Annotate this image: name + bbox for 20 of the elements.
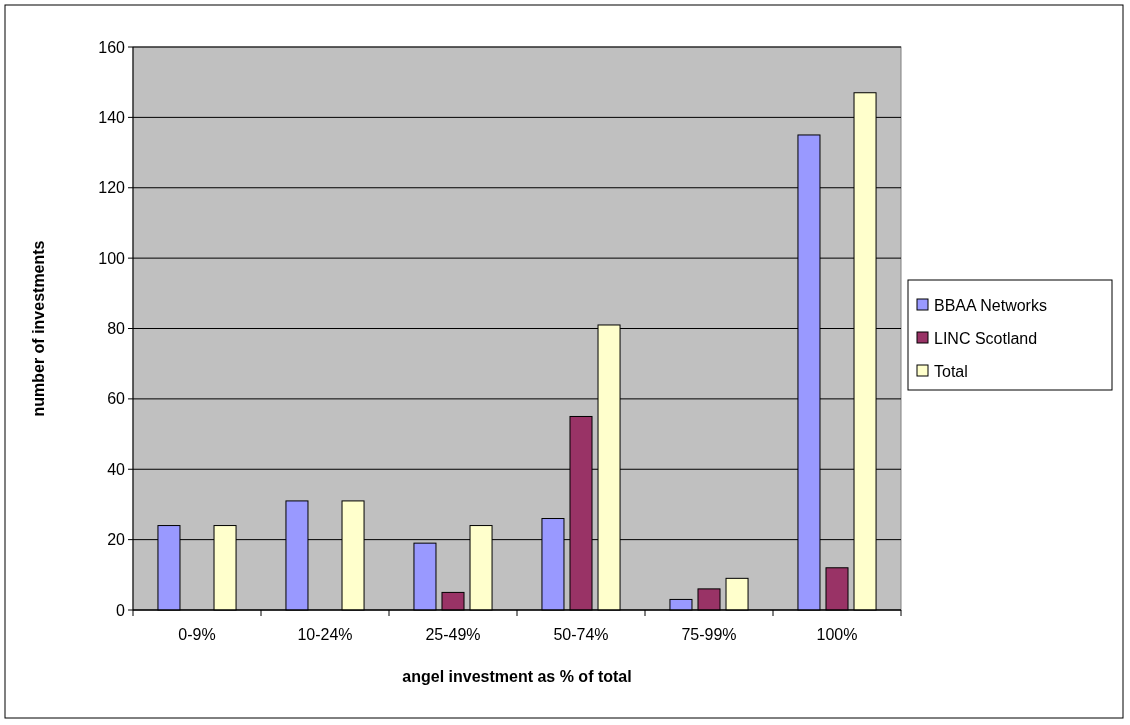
x-tick-label: 25-49% [425,626,481,643]
y-tick-label: 80 [107,320,126,338]
y-tick-label: 160 [98,38,126,56]
x-tick-label: 0-9% [178,626,216,643]
x-axis-title: angel investment as % of total [402,668,632,685]
legend-label: BBAA Networks [934,296,1047,314]
legend-label: LINC Scotland [934,329,1038,347]
x-tick-label: 75-99% [681,626,737,643]
y-tick-label: 0 [116,601,126,619]
y-tick-label: 60 [107,390,126,408]
y-axis-title: number of investments [30,240,47,417]
y-tick-label: 140 [98,108,126,126]
y-tick-label: 100 [98,249,126,267]
y-tick-label: 120 [98,179,126,197]
x-tick-label: 10-24% [297,626,353,643]
y-tick-label: 20 [107,531,126,549]
legend-label: Total [934,362,968,380]
x-tick-label: 50-74% [553,626,609,643]
x-tick-label: 100% [816,626,858,643]
y-tick-label: 40 [107,460,126,478]
